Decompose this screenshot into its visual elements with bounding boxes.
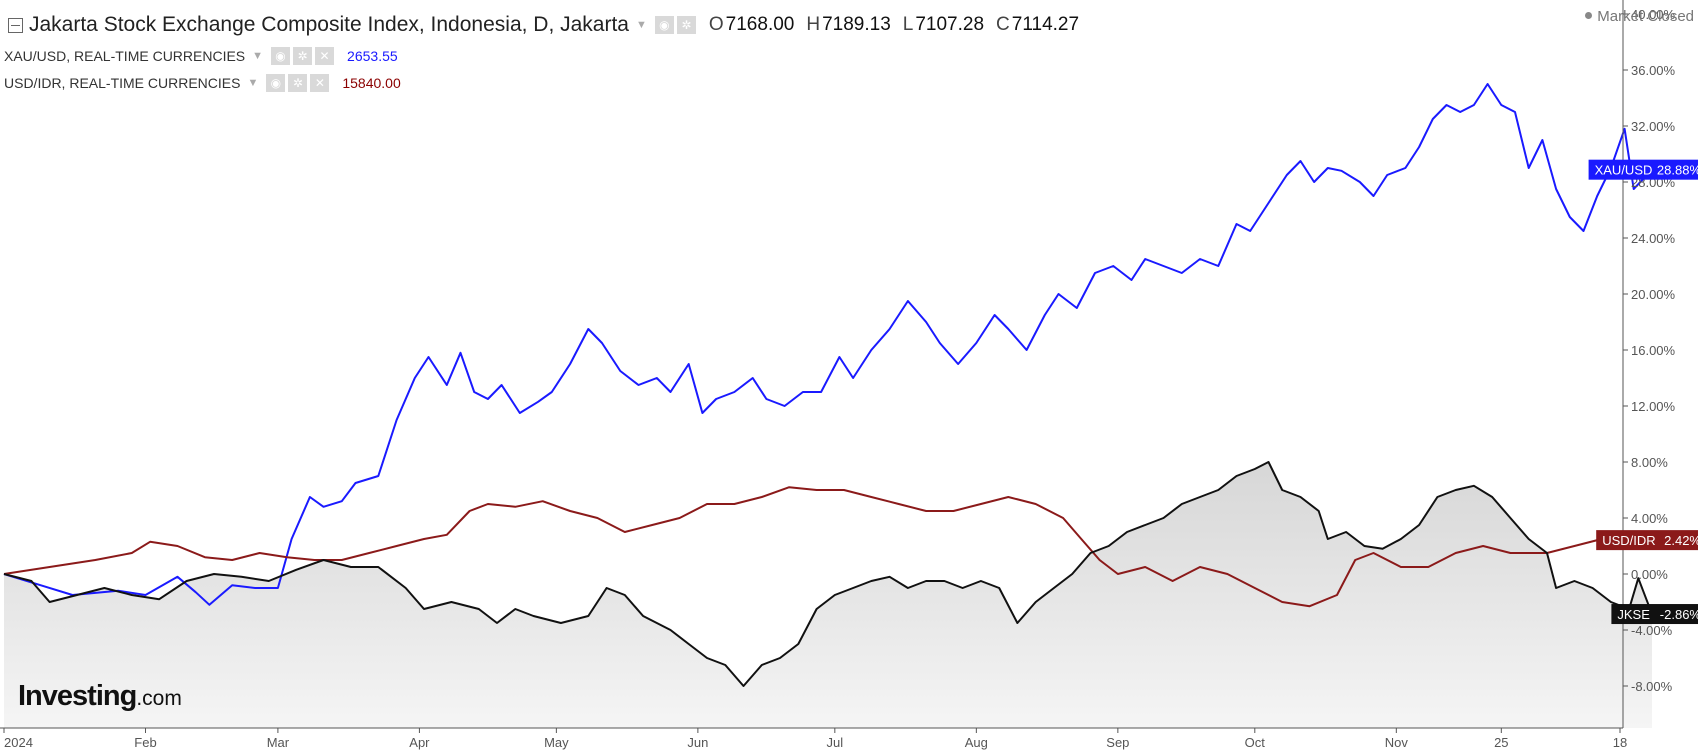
overlay-value-idr: 15840.00 [342, 74, 401, 91]
eye-icon[interactable]: ◉ [271, 46, 291, 65]
jkse-area-layer [4, 462, 1652, 728]
overlay-row-idr: USD/IDR, REAL-TIME CURRENCIES ▼ ◉ ✲ ✕ 15… [4, 69, 1624, 96]
end-tags-layer: XAU/USD 28.88% USD/IDR 2.42% JKSE -2.86% [1588, 159, 1698, 625]
end-tag-value: 28.88% [1657, 163, 1698, 178]
y-tick-label: 20.00% [1631, 287, 1676, 302]
x-tick-label: 25 [1494, 735, 1508, 750]
end-tag-jkse: JKSE -2.86% [1611, 604, 1698, 625]
y-tick-label: 0.00% [1631, 567, 1668, 582]
overlay-tools-xau: ◉ ✲ ✕ [271, 46, 337, 65]
ohlc-low: L 7107.28 [902, 14, 985, 35]
market-status-text: Market Closed [1597, 8, 1694, 25]
collapse-icon[interactable] [8, 17, 23, 33]
x-tick-label: Sep [1106, 735, 1129, 750]
chevron-down-icon[interactable]: ▼ [636, 19, 647, 31]
y-tick-label: 36.00% [1631, 63, 1676, 78]
y-tick-label: 12.00% [1631, 399, 1676, 414]
end-tag-name: XAU/USD [1595, 163, 1653, 178]
series-lines-layer [3, 83, 1653, 687]
x-tick-label: Aug [965, 735, 988, 750]
x-tick-label: Feb [134, 735, 156, 750]
overlay-label-idr: USD/IDR, REAL-TIME CURRENCIES [4, 74, 241, 91]
status-dot-icon [1585, 12, 1593, 19]
y-tick-label: -4.00% [1631, 623, 1673, 638]
jkse-area [4, 462, 1652, 728]
gear-icon[interactable]: ✲ [676, 16, 696, 34]
title-row: Jakarta Stock Exchange Composite Index, … [4, 8, 1624, 42]
end-tag-xau: XAU/USD 28.88% [1588, 159, 1698, 180]
end-tag-bg [1588, 159, 1698, 180]
chevron-down-icon[interactable]: ▼ [247, 76, 259, 89]
investing-logo: Investing.com [18, 680, 182, 713]
y-tick-label: 8.00% [1631, 455, 1668, 470]
eye-icon[interactable]: ◉ [266, 73, 286, 92]
end-tag-name: JKSE [1617, 607, 1650, 622]
y-tick-label: 32.00% [1631, 119, 1676, 134]
ohlc-open: O 7168.00 [708, 14, 795, 35]
x-tick-label: 2024 [4, 735, 33, 750]
ohlc-close: C 7114.27 [996, 14, 1080, 35]
y-tick-label: 4.00% [1631, 511, 1668, 526]
x-tick-label: Jun [687, 735, 708, 750]
market-status: Market Closed [1585, 8, 1694, 25]
series-line-idr [3, 486, 1653, 608]
logo-domain: .com [136, 687, 182, 710]
x-tick-label: Oct [1245, 735, 1266, 750]
x-tick-label: 18 [1613, 735, 1627, 750]
chart-header: Jakarta Stock Exchange Composite Index, … [4, 8, 1624, 96]
end-tag-value: -2.86% [1660, 607, 1698, 622]
close-icon[interactable]: ✕ [315, 46, 335, 65]
gear-icon[interactable]: ✲ [293, 46, 313, 65]
y-tick-label: 16.00% [1631, 343, 1676, 358]
chart-title: Jakarta Stock Exchange Composite Index, … [29, 13, 629, 36]
close-icon[interactable]: ✕ [310, 73, 330, 92]
ohlc-high: H 7189.13 [806, 14, 891, 35]
overlay-value-xau: 2653.55 [347, 47, 398, 64]
eye-icon[interactable]: ◉ [654, 16, 674, 34]
series-line-jkse [3, 461, 1653, 687]
y-tick-label: 40.00% [1631, 7, 1676, 22]
chevron-down-icon[interactable]: ▼ [252, 49, 264, 62]
y-tick-label: -8.00% [1631, 679, 1673, 694]
end-tag-bg [1596, 530, 1698, 551]
end-tag-value: 2.42% [1664, 533, 1698, 548]
overlay-tools-idr: ◉ ✲ ✕ [266, 73, 332, 92]
x-tick-label: Nov [1385, 735, 1409, 750]
x-tick-label: May [544, 735, 569, 750]
end-tag-bg [1611, 604, 1698, 625]
y-tick-label: 24.00% [1631, 231, 1676, 246]
x-tick-label: Apr [409, 735, 430, 750]
overlay-label-xau: XAU/USD, REAL-TIME CURRENCIES [4, 47, 246, 64]
title-tools: ◉ ✲ [654, 16, 699, 34]
end-tag-name: USD/IDR [1602, 533, 1655, 548]
overlay-row-xau: XAU/USD, REAL-TIME CURRENCIES ▼ ◉ ✲ ✕ 26… [4, 42, 1624, 69]
end-tag-idr: USD/IDR 2.42% [1596, 530, 1698, 551]
gear-icon[interactable]: ✲ [288, 73, 308, 92]
x-tick-label: Mar [267, 735, 290, 750]
series-line-xau [3, 83, 1653, 606]
x-tick-label: Jul [827, 735, 844, 750]
logo-brand: Investing [18, 680, 137, 712]
